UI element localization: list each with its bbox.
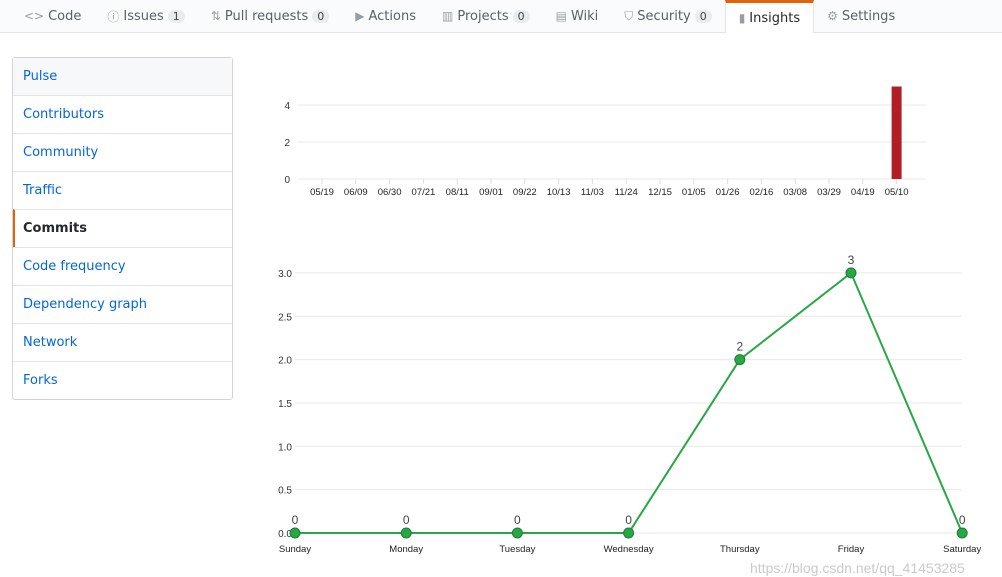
sidebar-item-traffic[interactable]: Traffic [13,171,232,209]
insights-sidebar: Pulse Contributors Community Traffic Commits… [12,57,233,400]
data-label: 0 [514,513,521,527]
tab-count-badge: 0 [312,9,330,23]
data-label: 0 [625,513,632,527]
tab-pull-requests[interactable]: ⇅ Pull requests 0 [198,0,342,32]
tab-code[interactable]: <> Code [0,0,94,32]
x-tick-label: 10/13 [547,187,571,198]
x-tick-label: Thursday [720,544,760,555]
data-label: 2 [736,340,743,354]
tab-count-badge: 1 [167,9,185,23]
x-tick-label: Saturday [943,544,981,555]
sidebar-item-code-frequency[interactable]: Code frequency [13,247,232,285]
x-tick-label: Friday [838,544,865,555]
tab-security[interactable]: ⛉ Security 0 [611,0,724,32]
tab-count-badge: 0 [512,9,530,23]
sidebar-item-network[interactable]: Network [13,323,232,361]
x-tick-label: Sunday [279,544,311,555]
tab-settings[interactable]: ⚙ Settings [814,0,908,32]
tab-projects[interactable]: ▥ Projects 0 [429,0,543,32]
y-tick-label: 2.5 [278,312,292,323]
x-tick-label: 08/11 [446,187,469,198]
sidebar-item-commits[interactable]: Commits [13,209,232,247]
y-tick-label: 1.5 [278,399,292,410]
x-tick-label: 05/19 [310,187,334,198]
tab-actions[interactable]: ▶ Actions [342,0,429,32]
data-label: 0 [292,513,299,527]
x-tick-label: 03/29 [817,187,841,198]
tab-label: Actions [368,8,417,24]
data-point [289,527,301,539]
tab-label: Code [48,8,82,24]
x-tick-label: 03/08 [783,187,807,198]
y-tick-label: 0.5 [278,486,292,497]
y-tick-label: 3.0 [278,269,292,280]
tab-label: Wiki [570,8,599,24]
x-tick-label: 02/16 [750,187,774,198]
tab-label: Insights [749,10,801,26]
x-tick-label: 11/24 [615,187,638,198]
x-tick-label: Monday [389,544,423,555]
y-tick-label: 0.0 [278,529,292,540]
data-label: 0 [959,513,966,527]
y-tick-label: 0 [284,175,290,186]
data-point [400,527,412,539]
y-tick-label: 1.0 [278,442,292,453]
tab-label: Issues [123,8,164,24]
y-tick-label: 4 [284,101,290,112]
data-label: 0 [403,513,410,527]
x-tick-label: 06/30 [378,187,402,198]
tab-label: Security [637,8,691,24]
project-icon: ▥ [442,9,454,23]
y-tick-label: 2 [284,138,290,149]
data-point [623,527,635,539]
x-tick-label: 09/01 [479,187,503,198]
sidebar-item-community[interactable]: Community [13,133,232,171]
x-tick-label: 01/26 [716,187,740,198]
sidebar-item-dependency-graph[interactable]: Dependency graph [13,285,232,323]
issue-icon: ⓘ [107,9,120,24]
data-point [956,527,968,539]
bar [891,86,902,179]
book-icon: ▤ [555,9,567,23]
tab-label: Projects [457,8,509,24]
x-tick-label: 04/19 [851,187,875,198]
tab-issues[interactable]: ⓘ Issues 1 [94,0,197,32]
code-icon: <> [24,9,45,23]
x-tick-label: 11/03 [581,187,604,198]
x-tick-label: 05/10 [885,187,909,198]
tab-insights[interactable]: ▮ Insights [724,0,815,33]
x-tick-label: 07/21 [412,187,436,198]
play-icon: ▶ [355,9,365,23]
tab-label: Settings [841,8,896,24]
graph-icon: ▮ [738,11,746,25]
x-tick-label: Tuesday [499,544,535,555]
x-tick-label: 09/22 [513,187,537,198]
x-tick-label: 01/05 [682,187,706,198]
data-point [511,527,523,539]
data-point [734,354,746,366]
shield-icon: ⛉ [624,8,634,23]
y-tick-label: 2.0 [278,356,292,367]
sidebar-item-pulse[interactable]: Pulse [13,58,232,95]
sidebar-item-forks[interactable]: Forks [13,361,232,399]
x-tick-label: 12/15 [648,187,672,198]
pull-request-icon: ⇅ [210,9,221,23]
gear-icon: ⚙ [827,9,838,23]
tab-count-badge: 0 [694,9,712,23]
data-point [845,267,857,279]
repo-nav-tabs: <> Code ⓘ Issues 1 ⇅ Pull requests 0 ▶ Actions ▥ Pr… [0,0,1002,33]
sidebar-item-contributors[interactable]: Contributors [13,95,232,133]
tab-wiki[interactable]: ▤ Wiki [543,0,612,32]
x-tick-label: Wednesday [604,544,654,555]
x-tick-label: 06/09 [344,187,368,198]
watermark: https://blog.csdn.net/qq_41453285 [750,560,965,576]
data-label: 3 [848,253,855,267]
tab-label: Pull requests [224,8,309,24]
